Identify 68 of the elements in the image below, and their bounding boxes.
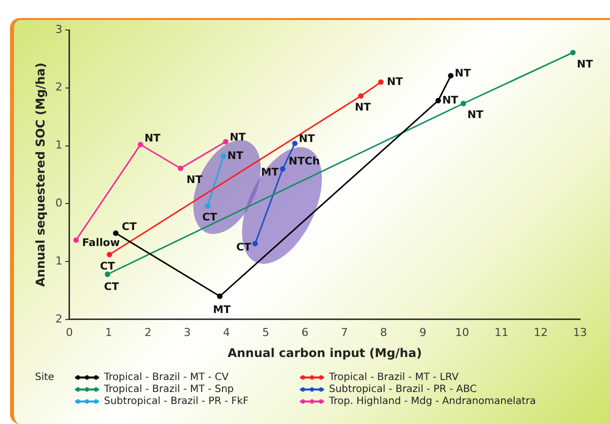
y-tick-label: 0 (55, 196, 62, 210)
point (73, 237, 79, 243)
annotation: NT (230, 131, 247, 144)
y-axis-title: Annual sequestered SOC (Mg/ha) (33, 62, 48, 287)
annotation: CT (100, 260, 116, 272)
legend-label: Tropical - Brazil - MT - CV (104, 372, 229, 383)
point (112, 230, 118, 236)
point (448, 72, 454, 78)
point (292, 140, 298, 146)
legend-label: Subtropical - Brazil - PR - FkF (104, 396, 249, 407)
point (435, 98, 441, 104)
annotation: NT (576, 58, 594, 70)
y-tick-label: 3 (55, 22, 62, 36)
point (138, 142, 144, 148)
x-tick-label: 3 (184, 326, 191, 339)
annotation: NT (227, 150, 244, 162)
annotation: NT (386, 76, 404, 88)
point (220, 153, 226, 159)
point (252, 240, 258, 246)
legend-label: Subtropical - Brazil - PR - ABC (329, 384, 477, 395)
annotation: MT (261, 166, 280, 179)
x-tick-label: 8 (380, 326, 388, 339)
point (204, 203, 210, 209)
legend-label: Tropical - Brazil - MT - LRV (329, 372, 459, 383)
point (222, 138, 228, 144)
point (570, 50, 576, 56)
annotation: CT (104, 280, 120, 293)
annotation: NT (454, 67, 472, 80)
point (378, 79, 384, 85)
point (460, 100, 466, 106)
annotation: NT (186, 174, 204, 186)
annotation: CT (236, 241, 252, 254)
annotation: NT (298, 133, 316, 146)
x-tick-label: 13 (573, 326, 587, 339)
x-tick-label: 4 (223, 326, 230, 339)
point (217, 294, 223, 299)
x-tick-label: 0 (66, 326, 73, 339)
annotation: NT (354, 102, 372, 114)
annotation: NT (144, 132, 162, 144)
y-tick-label: 1 (55, 138, 62, 152)
legend-title: Site (35, 372, 56, 385)
point (358, 93, 364, 99)
x-tick-label: 11 (494, 326, 508, 339)
x-tick-label: 2 (144, 326, 152, 339)
x-axis-title: Annual carbon input (Mg/ha) (228, 346, 422, 360)
y-tick-label: 2 (55, 80, 62, 94)
annotation: NTCh (288, 156, 320, 168)
x-tick-label: 9 (419, 326, 426, 339)
x-tick-label: 12 (534, 326, 548, 339)
x-tick-label: 1 (105, 326, 112, 339)
annotation: NT (442, 94, 459, 106)
annotation: Fallow (82, 236, 120, 249)
annotation: CT (122, 220, 138, 233)
point (106, 252, 112, 258)
annotation: NT (467, 109, 484, 122)
legend-label: Tropical - Brazil - MT - Snp (104, 384, 234, 395)
y-tick-label: 2 (55, 312, 62, 326)
y-tick-label: 1 (55, 254, 62, 268)
point (104, 272, 110, 278)
x-tick-label: 10 (455, 326, 470, 339)
x-tick-label: 6 (302, 326, 309, 339)
x-tick-label: 5 (262, 326, 270, 339)
annotation: MT (213, 304, 232, 316)
point (178, 166, 184, 172)
annotation: CT (202, 212, 218, 224)
point (280, 166, 286, 172)
legend-label: Trop. Highland - Mdg - Andranomanelatra (329, 396, 536, 407)
x-tick-label: 7 (340, 326, 348, 339)
